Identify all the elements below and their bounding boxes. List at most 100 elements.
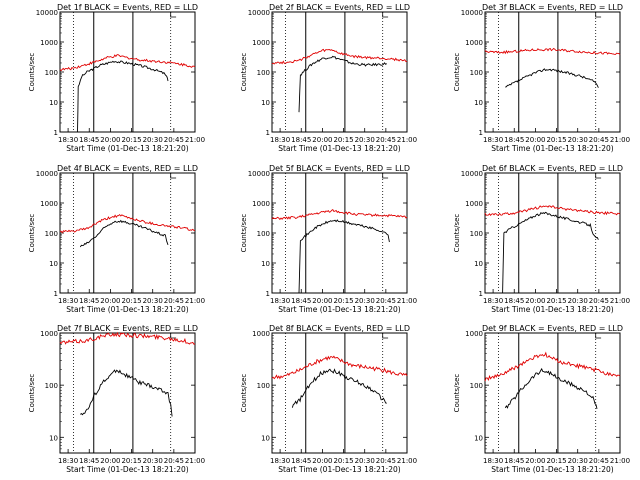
x-tick-label: 20:15 — [121, 457, 141, 465]
y-axis-label: Counts/sec — [28, 53, 36, 92]
x-tick-label: 20:15 — [333, 457, 353, 465]
y-tick-label: 1000 — [252, 330, 270, 338]
x-tick-label: 20:30 — [355, 457, 375, 465]
top-bracket-marker — [170, 12, 177, 18]
events-series-line — [504, 367, 598, 410]
y-tick-label: 10 — [261, 260, 270, 268]
y-tick-label: 1 — [479, 290, 483, 298]
y-tick-label: 100 — [45, 230, 58, 238]
y-tick-label: 100 — [257, 69, 270, 77]
plot-frame — [484, 332, 621, 454]
x-tick-label: 20:45 — [164, 297, 184, 305]
y-tick-label: 10 — [49, 434, 58, 442]
x-tick-label: 20:30 — [355, 136, 375, 144]
top-bracket-marker — [170, 333, 177, 339]
y-axis-label: Counts/sec — [240, 214, 248, 253]
x-tick-label: 21:00 — [185, 457, 205, 465]
x-axis-label: Start Time (01-Dec-13 18:21:20) — [278, 465, 400, 474]
detector-panel-7: Det 7f BLACK = Events, RED = LLD 10 100 100… — [28, 324, 205, 474]
x-tick-label: 20:45 — [164, 136, 184, 144]
x-tick-label: 18:45 — [291, 136, 311, 144]
x-tick-label: 20:45 — [376, 297, 396, 305]
y-axis-label: Counts/sec — [453, 214, 461, 253]
x-tick-label: 20:15 — [546, 136, 566, 144]
y-tick-label: 1 — [54, 290, 58, 298]
y-tick-label: 100 — [257, 230, 270, 238]
detector-panel-5: Det 5f BLACK = Events, RED = LLD 1 10 100 10… — [240, 164, 417, 314]
y-tick-label: 100 — [470, 382, 483, 390]
lld-series-line — [484, 47, 621, 55]
lld-series-line — [271, 355, 408, 380]
panel-title: Det 1f BLACK = Events, RED = LLD — [57, 3, 198, 12]
top-bracket-marker — [170, 173, 177, 179]
detector-panel-8: Det 8f BLACK = Events, RED = LLD 10 100 100… — [240, 324, 417, 474]
top-bracket-marker — [382, 333, 389, 339]
y-tick-label: 1000 — [465, 200, 483, 208]
top-bracket-marker — [595, 12, 602, 18]
x-axis-label: Start Time (01-Dec-13 18:21:20) — [66, 465, 188, 474]
x-tick-label: 20:30 — [143, 457, 163, 465]
x-tick-label: 20:00 — [525, 297, 545, 305]
y-axis-label: Counts/sec — [28, 374, 36, 413]
x-tick-label: 18:30 — [58, 136, 78, 144]
x-tick-label: 18:30 — [483, 457, 503, 465]
plot-frame — [59, 332, 196, 454]
detector-panel-4: Det 4f BLACK = Events, RED = LLD 1 10 100 10… — [28, 164, 205, 314]
lld-series-line — [59, 54, 196, 72]
x-tick-label: 18:30 — [270, 297, 290, 305]
y-tick-label: 100 — [45, 382, 58, 390]
x-tick-label: 18:30 — [58, 297, 78, 305]
x-tick-label: 18:45 — [504, 297, 524, 305]
x-tick-label: 18:30 — [270, 136, 290, 144]
top-bracket-marker — [595, 333, 602, 339]
x-tick-label: 21:00 — [397, 297, 417, 305]
top-bracket-marker — [382, 173, 389, 179]
panel-title: Det 8f BLACK = Events, RED = LLD — [269, 324, 410, 333]
y-tick-label: 10000 — [248, 170, 270, 178]
x-axis-label: Start Time (01-Dec-13 18:21:20) — [66, 305, 188, 314]
x-tick-label: 21:00 — [397, 136, 417, 144]
x-tick-label: 18:45 — [79, 457, 99, 465]
detector-panel-3: Det 3f BLACK = Events, RED = LLD 1 10 100 10… — [453, 3, 630, 153]
panel-title: Det 6f BLACK = Events, RED = LLD — [482, 164, 623, 173]
x-tick-label: 21:00 — [397, 457, 417, 465]
detector-panel-6: Det 6f BLACK = Events, RED = LLD 1 10 100 10… — [453, 164, 630, 314]
x-tick-label: 20:30 — [568, 136, 588, 144]
y-tick-label: 100 — [470, 69, 483, 77]
x-tick-label: 20:30 — [355, 297, 375, 305]
x-tick-label: 20:30 — [143, 297, 163, 305]
y-tick-label: 1000 — [465, 39, 483, 47]
panel-title: Det 4f BLACK = Events, RED = LLD — [57, 164, 198, 173]
x-tick-label: 20:15 — [121, 136, 141, 144]
x-axis-label: Start Time (01-Dec-13 18:21:20) — [278, 144, 400, 153]
y-tick-label: 1 — [266, 290, 270, 298]
top-bracket-marker — [382, 12, 389, 18]
panel-title: Det 5f BLACK = Events, RED = LLD — [269, 164, 410, 173]
x-tick-label: 20:45 — [589, 297, 609, 305]
plot-frame — [271, 332, 408, 454]
plot-frame — [271, 11, 408, 133]
x-tick-label: 20:00 — [312, 457, 332, 465]
x-tick-label: 21:00 — [185, 136, 205, 144]
y-tick-label: 10 — [49, 260, 58, 268]
detector-panel-9: Det 9f BLACK = Events, RED = LLD 10 100 100… — [453, 324, 630, 474]
plot-frame — [59, 11, 196, 133]
y-tick-label: 100 — [45, 69, 58, 77]
x-tick-label: 20:45 — [376, 457, 396, 465]
panel-title: Det 7f BLACK = Events, RED = LLD — [57, 324, 198, 333]
y-tick-label: 10000 — [248, 9, 270, 17]
y-tick-label: 1000 — [40, 200, 58, 208]
events-series-line — [79, 219, 169, 248]
y-tick-label: 1 — [54, 129, 58, 137]
y-tick-label: 1 — [479, 129, 483, 137]
y-tick-label: 10000 — [36, 9, 58, 17]
x-axis-label: Start Time (01-Dec-13 18:21:20) — [491, 305, 613, 314]
y-axis-label: Counts/sec — [453, 374, 461, 413]
x-tick-label: 20:15 — [121, 297, 141, 305]
x-tick-label: 20:00 — [525, 457, 545, 465]
x-tick-label: 18:30 — [270, 457, 290, 465]
y-axis-label: Counts/sec — [240, 53, 248, 92]
x-tick-label: 20:00 — [312, 136, 332, 144]
x-tick-label: 20:15 — [546, 297, 566, 305]
